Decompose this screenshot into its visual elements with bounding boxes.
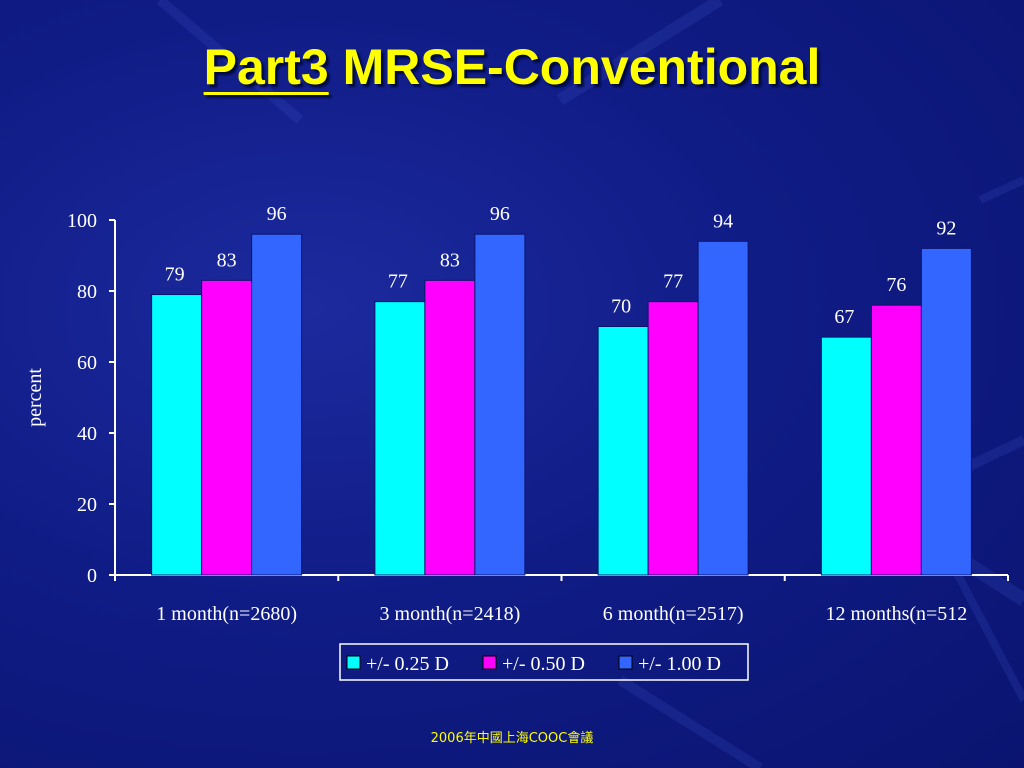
y-tick-label: 20: [77, 494, 97, 516]
bar: [870, 304, 922, 576]
bar: [920, 247, 972, 576]
bar: [151, 294, 203, 576]
bar-data-label: 96: [267, 203, 287, 225]
y-tick-label: 40: [77, 423, 97, 445]
bar-data-label: 79: [165, 264, 185, 286]
bar-data-label: 92: [936, 217, 956, 239]
y-tick-label: 100: [67, 210, 97, 232]
bar: [820, 336, 872, 576]
bar: [251, 233, 303, 576]
bar: [201, 279, 253, 576]
y-tick-label: 80: [77, 281, 97, 303]
bar-data-label: 83: [440, 249, 460, 271]
legend-box: [339, 643, 749, 681]
bar-data-label: 77: [663, 271, 683, 293]
legend-label: +/- 0.50 D: [502, 653, 585, 675]
bar-data-label: 83: [217, 249, 237, 271]
bar: [424, 279, 476, 576]
slide-footer: 2006年中國上海COOC會議: [430, 731, 594, 746]
slide-title: Part3 MRSE-Conventional: [0, 38, 1024, 96]
bar-data-label: 94: [713, 210, 733, 232]
legend-label: +/- 0.25 D: [366, 653, 449, 675]
legend-label: +/- 1.00 D: [638, 653, 721, 675]
y-tick-label: 0: [87, 565, 97, 587]
bar: [647, 301, 699, 576]
bar: [474, 233, 526, 576]
y-axis-label: percent: [24, 368, 46, 427]
bar-data-label: 77: [388, 271, 408, 293]
legend-swatch: [346, 655, 361, 670]
bar: [597, 326, 649, 576]
bar-data-label: 76: [886, 274, 906, 296]
x-tick-label: 3 month(n=2418): [380, 603, 521, 625]
x-tick-label: 1 month(n=2680): [156, 603, 297, 625]
y-tick-label: 60: [77, 352, 97, 374]
bar-data-label: 67: [834, 306, 854, 328]
title-rest: MRSE-Conventional: [342, 39, 821, 95]
bar: [697, 240, 749, 576]
legend-swatch: [618, 655, 633, 670]
legend-swatch: [482, 655, 497, 670]
x-tick-label: 6 month(n=2517): [603, 603, 744, 625]
x-tick-label: 12 months(n=512: [825, 603, 967, 625]
title-part: Part3: [203, 39, 329, 95]
bar-data-label: 96: [490, 203, 510, 225]
bar-data-label: 70: [611, 296, 631, 318]
bar: [374, 301, 426, 576]
